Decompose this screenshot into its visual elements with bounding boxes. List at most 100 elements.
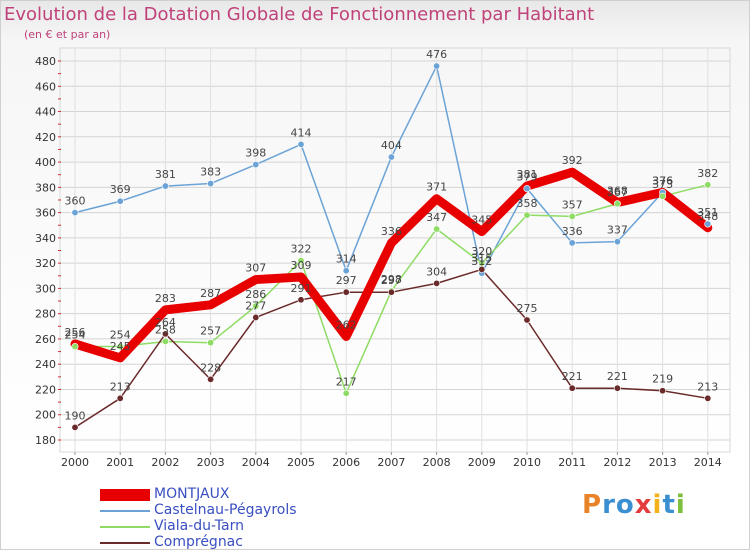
x-tick-label: 2013 — [649, 456, 677, 469]
data-label: 254 — [65, 329, 86, 342]
data-label: 256 — [65, 326, 86, 339]
data-point — [613, 384, 621, 392]
data-label: 312 — [471, 255, 492, 268]
logo-letter: i — [652, 490, 663, 520]
data-label: 367 — [607, 186, 628, 199]
series-markers — [71, 62, 712, 431]
data-label: 320 — [471, 245, 492, 258]
x-tick-label: 2011 — [558, 456, 586, 469]
data-point — [252, 302, 260, 310]
y-tick-label: 480 — [35, 55, 56, 68]
data-label: 360 — [65, 195, 86, 208]
data-point — [613, 238, 621, 246]
data-point — [71, 343, 79, 351]
legend-label-castelnau: Castelnau-Pégayrols — [154, 502, 297, 518]
data-label: 262 — [336, 318, 357, 331]
data-label: 304 — [426, 265, 447, 278]
data-label: 297 — [336, 274, 357, 287]
x-tick-label: 2009 — [468, 456, 496, 469]
data-label: 314 — [336, 253, 357, 266]
proxiti-logo: Proxiti — [582, 490, 686, 520]
legend-label-compregnac: Comprégnac — [154, 534, 243, 550]
data-label: 264 — [155, 316, 176, 329]
plot-area — [59, 47, 731, 453]
data-label: 298 — [381, 273, 402, 286]
data-point — [433, 225, 441, 233]
data-label: 221 — [607, 370, 628, 383]
grid — [59, 47, 731, 453]
data-point — [161, 182, 169, 190]
x-tick-label: 2010 — [513, 456, 541, 469]
data-point — [71, 423, 79, 431]
data-label: 275 — [517, 302, 538, 315]
data-point — [523, 211, 531, 219]
data-point — [207, 180, 215, 188]
data-point — [704, 181, 712, 189]
legend-label-viala: Viala-du-Tarn — [154, 518, 244, 534]
y-tick-label: 360 — [35, 207, 56, 220]
data-label: 213 — [697, 380, 718, 393]
data-label: 347 — [426, 211, 447, 224]
legend-swatch-castelnau — [100, 510, 150, 512]
data-point — [116, 197, 124, 205]
data-label: 404 — [381, 139, 402, 152]
data-point — [161, 330, 169, 338]
data-label: 368 — [607, 184, 628, 197]
data-label: 287 — [200, 287, 221, 300]
data-point — [659, 192, 667, 200]
data-label: 376 — [652, 174, 673, 187]
data-label: 379 — [517, 171, 538, 184]
series-line-montjaux — [70, 167, 713, 363]
x-tick-label: 2004 — [242, 456, 270, 469]
data-label: 291 — [291, 282, 312, 295]
data-label: 277 — [245, 299, 266, 312]
x-tick-label: 2007 — [377, 456, 405, 469]
data-label: 392 — [562, 154, 583, 167]
logo-letter: o — [615, 490, 635, 520]
data-point — [297, 296, 305, 304]
data-label: 348 — [697, 210, 718, 223]
chart-subtitle: (en € et par an) — [24, 28, 111, 41]
data-point — [523, 316, 531, 324]
data-label: 376 — [652, 174, 673, 187]
data-point — [387, 153, 395, 161]
y-tick-label: 240 — [35, 358, 56, 371]
data-label: 476 — [426, 48, 447, 61]
data-label: 309 — [291, 259, 312, 272]
data-label: 221 — [562, 370, 583, 383]
data-label: 369 — [110, 183, 131, 196]
data-label: 322 — [291, 243, 312, 256]
chart-title: Evolution de la Dotation Globale de Fonc… — [4, 4, 595, 25]
data-label: 351 — [697, 206, 718, 219]
y-tick-label: 420 — [35, 131, 56, 144]
data-point — [342, 267, 350, 275]
data-label: 337 — [607, 224, 628, 237]
data-point — [116, 394, 124, 402]
data-label: 382 — [697, 167, 718, 180]
logo-letter: x — [634, 490, 653, 520]
data-point — [71, 209, 79, 217]
logo-letter: P — [582, 490, 603, 520]
data-label: 213 — [110, 380, 131, 393]
data-point — [704, 220, 712, 228]
data-label: 283 — [155, 292, 176, 305]
data-label: 381 — [155, 168, 176, 181]
data-point — [568, 384, 576, 392]
data-label: 228 — [200, 361, 221, 374]
data-point — [342, 288, 350, 296]
data-point — [568, 239, 576, 247]
y-tick-label: 320 — [35, 257, 56, 270]
data-point — [387, 288, 395, 296]
data-point — [342, 389, 350, 397]
data-point — [252, 313, 260, 321]
x-tick-label: 2000 — [61, 456, 89, 469]
x-tick-label: 2014 — [694, 456, 722, 469]
data-label: 383 — [200, 166, 221, 179]
y-tick-label: 300 — [35, 282, 56, 295]
logo-letter: r — [602, 490, 616, 520]
x-tick-label: 2006 — [332, 456, 360, 469]
logo-letter: t — [662, 490, 676, 520]
data-label: 381 — [517, 168, 538, 181]
data-label: 336 — [381, 225, 402, 238]
